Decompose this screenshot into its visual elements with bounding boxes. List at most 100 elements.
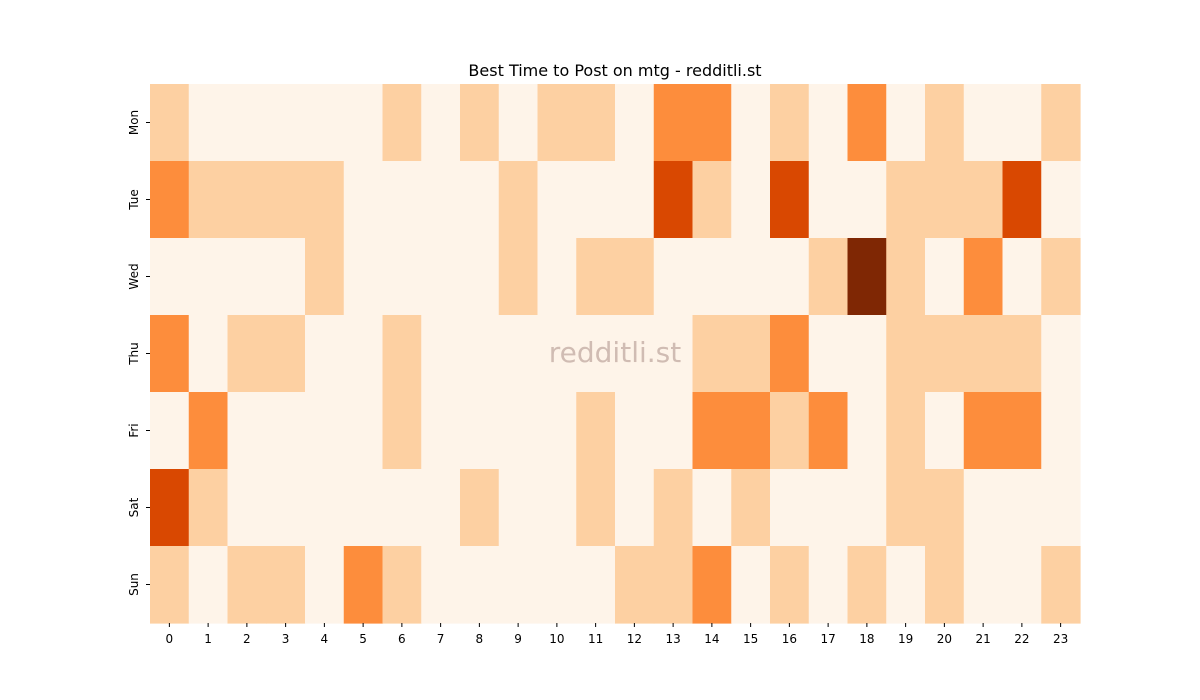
- heatmap-cell-tue-10: [537, 161, 577, 239]
- heatmap-cell-sat-19: [886, 469, 926, 547]
- heatmap-cell-thu-22: [1002, 315, 1042, 393]
- heatmap-cell-sat-3: [266, 469, 306, 547]
- heatmap-cell-mon-3: [266, 84, 306, 162]
- x-tick-label: 4: [321, 632, 329, 646]
- heatmap-cell-sun-14: [692, 546, 732, 624]
- heatmap-cell-tue-20: [925, 161, 965, 239]
- heatmap-cell-wed-1: [188, 238, 229, 316]
- x-tick-label: 8: [476, 632, 484, 646]
- heatmap-cell-fri-5: [343, 392, 384, 470]
- heatmap-cell-sun-9: [498, 546, 539, 624]
- heatmap-cell-sun-2: [227, 546, 267, 624]
- heatmap-cell-tue-15: [731, 161, 771, 239]
- heatmap-cell-fri-9: [498, 392, 539, 470]
- heatmap-cell-tue-3: [266, 161, 306, 239]
- heatmap-cell-tue-12: [615, 161, 655, 239]
- heatmap-cell-sun-13: [653, 546, 694, 624]
- heatmap-cell-thu-0: [150, 315, 190, 393]
- heatmap-cell-mon-17: [808, 84, 849, 162]
- heatmap-cell-mon-16: [770, 84, 810, 162]
- heatmap-cell-sun-12: [615, 546, 655, 624]
- x-tick-label: 14: [704, 632, 719, 646]
- heatmap-cell-mon-23: [1041, 84, 1081, 162]
- heatmap-cell-wed-19: [886, 238, 926, 316]
- heatmap-cell-fri-1: [188, 392, 229, 470]
- heatmap-cell-tue-11: [576, 161, 616, 239]
- x-tick-label: 10: [549, 632, 564, 646]
- heatmap-cell-sat-6: [382, 469, 422, 547]
- x-tick-label: 21: [975, 632, 990, 646]
- heatmap-cell-tue-1: [188, 161, 229, 239]
- chart-title: Best Time to Post on mtg - redditli.st: [468, 61, 761, 80]
- heatmap-cell-wed-4: [305, 238, 345, 316]
- heatmap-cell-mon-14: [692, 84, 732, 162]
- heatmap-cell-thu-10: [537, 315, 577, 393]
- heatmap-cell-tue-19: [886, 161, 926, 239]
- heatmap-cell-sat-22: [1002, 469, 1042, 547]
- heatmap-cell-sat-23: [1041, 469, 1081, 547]
- heatmap-cell-wed-9: [498, 238, 539, 316]
- x-tick-label: 5: [359, 632, 367, 646]
- heatmap-cell-mon-4: [305, 84, 345, 162]
- heatmap-cell-mon-2: [227, 84, 267, 162]
- x-tick-label: 3: [282, 632, 290, 646]
- heatmap-cell-sun-11: [576, 546, 616, 624]
- x-tick-label: 15: [743, 632, 758, 646]
- heatmap-cell-mon-15: [731, 84, 771, 162]
- heatmap-cell-sun-5: [343, 546, 384, 624]
- heatmap-cell-fri-14: [692, 392, 732, 470]
- x-tick-label: 12: [627, 632, 642, 646]
- heatmap-cell-fri-2: [227, 392, 267, 470]
- heatmap-cell-mon-5: [343, 84, 384, 162]
- x-tick-label: 17: [820, 632, 835, 646]
- heatmap-cell-thu-7: [421, 315, 461, 393]
- heatmap-cell-mon-21: [963, 84, 1004, 162]
- heatmap-cell-sat-9: [498, 469, 539, 547]
- heatmap-cell-tue-8: [460, 161, 500, 239]
- heatmap-cell-tue-2: [227, 161, 267, 239]
- y-tick-label: Fri: [127, 423, 141, 437]
- heatmap-cell-wed-14: [692, 238, 732, 316]
- x-tick-label: 7: [437, 632, 445, 646]
- heatmap-cell-mon-6: [382, 84, 422, 162]
- heatmap-cell-wed-6: [382, 238, 422, 316]
- heatmap-cell-sat-1: [188, 469, 229, 547]
- heatmap-cell-thu-23: [1041, 315, 1081, 393]
- x-tick-label: 18: [859, 632, 874, 646]
- heatmap-cell-sun-22: [1002, 546, 1042, 624]
- heatmap-cell-fri-22: [1002, 392, 1042, 470]
- heatmap-cell-thu-14: [692, 315, 732, 393]
- heatmap-cell-thu-20: [925, 315, 965, 393]
- y-tick-label: Mon: [127, 110, 141, 135]
- heatmap-cell-fri-15: [731, 392, 771, 470]
- heatmap-cell-fri-4: [305, 392, 345, 470]
- heatmap-cell-wed-7: [421, 238, 461, 316]
- heatmap-cell-thu-21: [963, 315, 1004, 393]
- heatmap-cell-mon-20: [925, 84, 965, 162]
- heatmap-cell-sat-21: [963, 469, 1004, 547]
- heatmap-cell-sun-19: [886, 546, 926, 624]
- heatmap-cell-sat-16: [770, 469, 810, 547]
- watermark: redditli.st: [549, 336, 681, 369]
- heatmap-cell-mon-13: [653, 84, 694, 162]
- x-tick-label: 9: [514, 632, 522, 646]
- heatmap-cell-wed-5: [343, 238, 384, 316]
- x-tick-label: 2: [243, 632, 251, 646]
- heatmap-cell-wed-20: [925, 238, 965, 316]
- heatmap-cell-tue-23: [1041, 161, 1081, 239]
- heatmap-cell-thu-17: [808, 315, 849, 393]
- heatmap-cell-sun-15: [731, 546, 771, 624]
- heatmap-cell-sun-17: [808, 546, 849, 624]
- heatmap-cell-fri-18: [847, 392, 887, 470]
- heatmap-cell-fri-21: [963, 392, 1004, 470]
- heatmap-cell-thu-9: [498, 315, 539, 393]
- heatmap-cell-thu-19: [886, 315, 926, 393]
- heatmap-cell-tue-22: [1002, 161, 1042, 239]
- heatmap-cell-mon-12: [615, 84, 655, 162]
- y-tick-label: Wed: [127, 263, 141, 289]
- x-axis: 0 1 2 3 4 5 6 7 8 9 10 11 12 13 14 15 16 17 18 19 20 21 22 23: [166, 623, 1068, 646]
- heatmap-cell-wed-15: [731, 238, 771, 316]
- heatmap-cell-fri-8: [460, 392, 500, 470]
- heatmap-cell-tue-18: [847, 161, 887, 239]
